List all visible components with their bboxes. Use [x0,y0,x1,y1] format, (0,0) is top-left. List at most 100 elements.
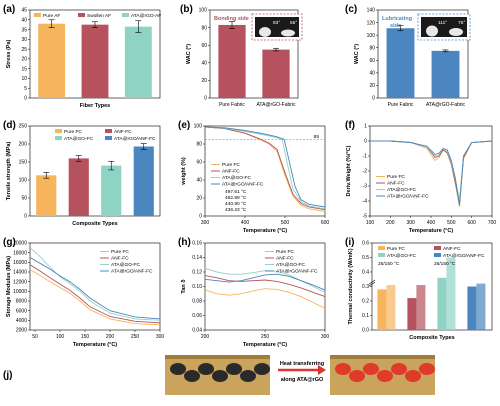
panel-i-bar [437,277,447,330]
panel-label: (e) [178,120,190,131]
y-tick-label: 0.3 [362,284,369,290]
y-tick-label: 0 [364,139,367,145]
x-axis-label: Temperature (°C) [73,342,117,348]
x-axis-label: Temperature (°C) [243,228,287,234]
panel-i-bar [476,283,486,330]
y-tick-label: 80 [201,25,207,31]
y-tick-label: 80 [196,142,202,148]
x-tick-label: 300 [321,334,330,340]
panel-d-legend-entry: ATA@GO-FC [64,136,93,142]
fiber-bundle [170,363,186,375]
x-tick-label: 700 [488,220,497,226]
y-tick-label: 0.04 [192,328,202,334]
y-tick-label: 45 [21,8,27,14]
panel-f-frame [369,125,493,217]
y-tick-label: -3 [363,184,368,190]
y-tick-label: 60 [369,58,375,64]
x-tick-label: 400 [427,220,436,226]
x-tick-label: ATA@rGO-Fabric [256,102,296,108]
droplet-icon [259,27,271,37]
panel-i-legend-swatch [434,246,441,250]
panel-c-frame [377,9,469,99]
panel-label: (g) [3,237,16,248]
heat-arrow-label: Heat transferring [280,361,324,367]
fiber-bundle [240,370,256,382]
panel-e-legend-entry: ATA@rGO/ANF-FC [222,182,264,188]
panel-i-bar [377,289,387,330]
droplet-icon [449,28,463,36]
y-tick-label: 0.0 [362,328,369,334]
annotation-label: Bonding side [214,16,249,22]
x-tick-label: 250 [131,334,140,340]
heated-fiber-bundle [335,363,351,375]
y-tick-label: 8000 [16,299,27,305]
panel-g-legend-entry: Pure FC [111,249,129,255]
x-axis-label: Composite Types [409,335,454,341]
panel-e-legend-entry: Pure FC [222,162,240,168]
panel-label: (i) [345,237,354,248]
y-tick-label: 6000 [16,308,27,314]
y-tick-label: 250 [19,124,28,130]
panel-i-bar [467,286,477,330]
panel-i-legend-entry: ATA@rGO/ANF-FC [443,253,485,259]
panel-e-series-line [204,126,326,208]
y-tick-label: 100 [19,178,28,184]
y-axis-label: Tensile strength (MPa) [6,142,12,201]
annotation-label: Lubricating [382,16,412,22]
panel-e-frame [204,125,326,217]
y-tick-label: 35 [21,27,27,33]
panel-g-frame [29,242,161,331]
y-tick-label: 2000 [16,328,27,334]
fiber-bundle [212,370,228,382]
panel-h-series-line [204,273,326,291]
panel-i-bar [416,285,426,330]
temperature-pair-label: 25/150 °C [434,261,456,267]
panel-label: (b) [180,4,193,15]
fiber-bundle [226,363,242,375]
fiber-bundle [184,370,200,382]
panel-i-legend-swatch [378,253,385,257]
y-tick-label: 100 [194,124,203,130]
panel-g-legend-entry: ATA@rGO/ANF-FC [111,269,153,275]
panel-f-legend-entry: ANF-FC [387,181,405,187]
panel-d-bar [36,175,57,216]
x-tick-label: 500 [447,220,456,226]
panel-a-legend-swatch [78,13,85,17]
y-tick-label: 0 [24,96,27,102]
panel-i-bar [446,257,456,330]
x-tick-label: 400 [241,220,250,226]
axis-break-mark [368,279,376,285]
y-tick-label: 30 [21,37,27,43]
y-tick-label: 0.2 [362,299,369,305]
y-tick-label: 140 [367,8,376,14]
panel-g-series-line [29,257,161,320]
panel-c-bar [386,28,415,99]
y-tick-label: 0 [199,214,202,220]
panel-g-legend-entry: ATA@GO-FC [111,262,140,268]
y-tick-label: 15 [21,66,27,72]
y-tick-label: 150 [19,160,28,166]
angle-label: 83° [273,20,280,26]
panel-a-legend-entry: Pure AF [43,13,60,19]
y-tick-label: 20000 [13,241,27,247]
x-tick-label: 200 [106,334,115,340]
panel-f-series-line [370,140,493,206]
y-tick-label: 100 [367,33,376,39]
x-tick-label: 250 [261,334,270,340]
panel-i-legend-swatch [378,246,385,250]
panel-label: (j) [3,370,12,381]
y-tick-label: 20 [201,78,207,84]
y-tick-label: 0 [24,214,27,220]
panel-h-legend-entry: ATA@GO-FC [276,262,305,268]
y-tick-label: 120 [367,20,376,26]
y-tick-label: 18000 [13,250,27,256]
y-tick-label: 0.4 [362,270,369,276]
y-axis-label: WAC (°) [186,44,192,64]
annotation-label: side [390,23,401,29]
panel-b-frame [209,9,299,99]
y-tick-label: 40 [369,71,375,77]
x-tick-label: 600 [467,220,476,226]
x-axis-label: Composite Types [72,221,117,227]
y-tick-label: -5 [363,214,368,220]
panel-a-legend-entry: ATA@rGO-AF [131,13,161,19]
